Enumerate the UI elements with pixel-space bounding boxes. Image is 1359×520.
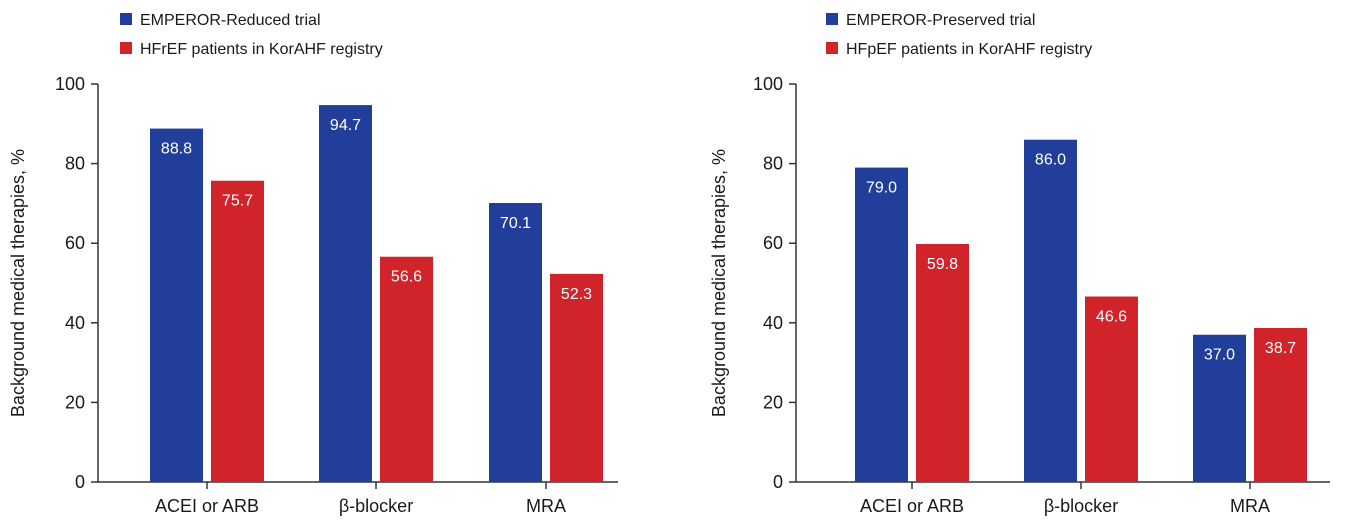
y-tick-label: 80 bbox=[763, 154, 783, 174]
x-category-label: MRA bbox=[526, 496, 566, 516]
y-tick-label: 20 bbox=[65, 392, 85, 412]
bar-2-0 bbox=[489, 203, 542, 482]
y-axis-title: Background medical therapies, % bbox=[709, 149, 729, 417]
bar-value-label: 79.0 bbox=[866, 180, 897, 197]
bar-0-1 bbox=[211, 180, 264, 483]
bar-1-1 bbox=[1085, 296, 1138, 482]
bar-1-1 bbox=[380, 256, 433, 482]
y-tick-label: 80 bbox=[65, 154, 85, 174]
y-tick-label: 40 bbox=[65, 313, 85, 333]
y-tick-label: 60 bbox=[763, 233, 783, 253]
bar-0-1 bbox=[916, 243, 969, 482]
chart-panel-left: EMPEROR-Reduced trial HFrEF patients in K… bbox=[8, 12, 618, 516]
legend-swatch-1 bbox=[120, 42, 132, 54]
bar-0-0 bbox=[855, 167, 908, 482]
x-category-label: β-blocker bbox=[1044, 496, 1118, 516]
x-category-label: ACEI or ARB bbox=[155, 496, 259, 516]
x-category-label: β-blocker bbox=[339, 496, 413, 516]
y-tick-label: 40 bbox=[763, 313, 783, 333]
bar-value-label: 94.7 bbox=[330, 117, 361, 134]
y-tick-label: 0 bbox=[75, 472, 85, 492]
bar-value-label: 75.7 bbox=[222, 193, 253, 210]
x-category-label: MRA bbox=[1230, 496, 1270, 516]
bar-value-label: 88.8 bbox=[161, 141, 192, 158]
bar-value-label: 86.0 bbox=[1035, 152, 1066, 169]
bar-value-label: 56.6 bbox=[391, 269, 422, 286]
bar-value-label: 70.1 bbox=[500, 215, 531, 232]
legend-label-1: HFrEF patients in KorAHF registry bbox=[140, 41, 383, 58]
bar-2-1 bbox=[550, 273, 603, 482]
legend-swatch-1 bbox=[826, 42, 838, 54]
bar-value-label: 37.0 bbox=[1204, 347, 1235, 364]
legend-label-0: EMPEROR-Preserved trial bbox=[846, 12, 1035, 29]
legend-swatch-0 bbox=[826, 13, 838, 25]
y-tick-label: 100 bbox=[55, 74, 85, 94]
y-axis-title: Background medical therapies, % bbox=[8, 149, 28, 417]
bar-2-0 bbox=[1193, 334, 1246, 482]
bar-1-0 bbox=[319, 105, 372, 483]
x-category-label: ACEI or ARB bbox=[860, 496, 964, 516]
y-tick-label: 20 bbox=[763, 392, 783, 412]
bar-value-label: 38.7 bbox=[1265, 340, 1296, 357]
y-tick-label: 60 bbox=[65, 233, 85, 253]
bar-value-label: 59.8 bbox=[927, 256, 958, 273]
legend-label-1: HFpEF patients in KorAHF registry bbox=[846, 41, 1092, 58]
bar-2-1 bbox=[1254, 327, 1307, 482]
bar-0-0 bbox=[150, 128, 203, 483]
y-tick-label: 0 bbox=[773, 472, 783, 492]
legend-swatch-0 bbox=[120, 13, 132, 25]
bar-value-label: 52.3 bbox=[561, 286, 592, 303]
y-tick-label: 100 bbox=[753, 74, 783, 94]
bar-1-0 bbox=[1024, 139, 1077, 482]
legend-label-0: EMPEROR-Reduced trial bbox=[140, 12, 321, 29]
bar-value-label: 46.6 bbox=[1096, 309, 1127, 326]
chart-panel-right: EMPEROR-Preserved trial HFpEF patients in… bbox=[709, 12, 1330, 516]
